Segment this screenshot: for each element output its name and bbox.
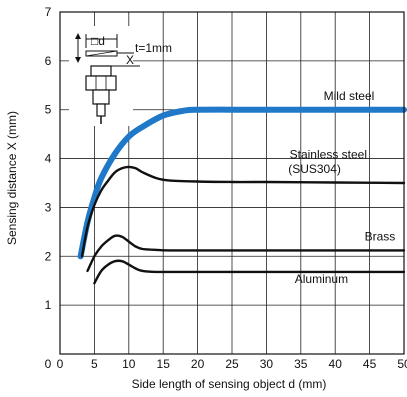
- y-tick-label: 0: [45, 357, 52, 371]
- x-tick-label: 5: [91, 357, 98, 371]
- x-tick-label: 10: [122, 357, 136, 371]
- y-axis-title: Sensing distance X (mm): [5, 111, 19, 245]
- sensor-cable: [96, 103, 106, 117]
- series-lines: [77, 106, 407, 285]
- series-line-stainless-steel-sus304: [80, 165, 406, 258]
- x-arrow-head-top: [75, 33, 81, 39]
- x-tick-label: 0: [57, 357, 64, 371]
- series-label: (SUS304): [288, 162, 341, 176]
- x-tick-label: 15: [157, 357, 171, 371]
- x-tick-label: 20: [191, 357, 205, 371]
- series-label: Mild steel: [324, 89, 375, 103]
- plate-hatch: [85, 50, 118, 57]
- sensor-nut: [85, 75, 117, 91]
- series-line-aluminum: [93, 259, 406, 285]
- x-tick-label: 40: [329, 357, 343, 371]
- sensor-body: [92, 89, 110, 105]
- series-label: Aluminum: [295, 272, 348, 286]
- y-tick-label: 1: [45, 298, 52, 312]
- tick-labels: 0510152025303540455001234567: [45, 5, 407, 371]
- x-axis-title: Side length of sensing object d (mm): [132, 377, 327, 391]
- x-label: X: [126, 53, 134, 67]
- series-line-brass: [86, 234, 406, 273]
- x-arrow-head-bottom: [75, 57, 81, 63]
- y-tick-label: 6: [45, 54, 52, 68]
- t-label: t=1mm: [135, 41, 172, 55]
- x-tick-label: 35: [294, 357, 308, 371]
- series-line-mild-steel: [77, 106, 407, 260]
- series-label: Stainless steel: [290, 148, 367, 162]
- series-label: Brass: [365, 230, 396, 244]
- plot-frame: [59, 11, 405, 355]
- y-tick-label: 4: [45, 152, 52, 166]
- sensor-head: [90, 65, 112, 77]
- y-tick-label: 3: [45, 200, 52, 214]
- y-tick-label: 2: [45, 249, 52, 263]
- y-tick-label: 5: [45, 103, 52, 117]
- sensor-diagram: □d t=1mm X: [69, 26, 172, 126]
- x-tick-label: 25: [225, 357, 239, 371]
- x-tick-label: 45: [363, 357, 377, 371]
- x-tick-label: 50: [397, 357, 407, 371]
- series-labels: Mild steel Stainless steel(SUS304) Brass Al…: [288, 89, 395, 286]
- d-label: □d: [91, 34, 105, 48]
- y-tick-label: 7: [45, 5, 52, 19]
- x-tick-label: 30: [260, 357, 274, 371]
